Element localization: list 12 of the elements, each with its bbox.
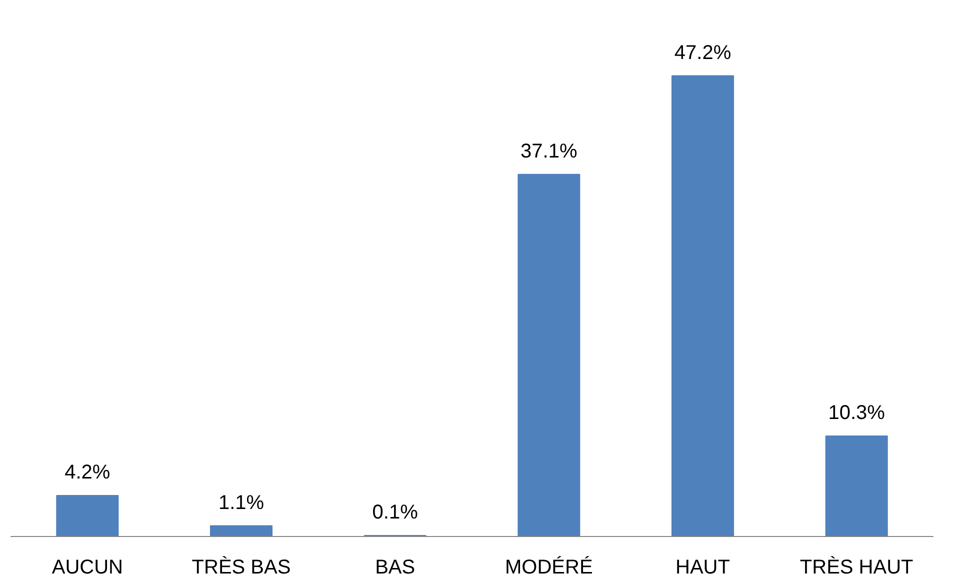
data-label: 1.1% <box>218 492 264 514</box>
x-tick-label: HAUT <box>676 556 730 578</box>
x-tick-label: TRÈS HAUT <box>800 556 914 578</box>
data-label: 47.2% <box>674 42 732 64</box>
data-label: 0.1% <box>372 502 418 524</box>
x-tick-label: MODÉRÉ <box>505 556 593 578</box>
x-tick-label: TRÈS BAS <box>192 556 291 578</box>
x-tick-label: AUCUN <box>52 556 123 578</box>
x-tick-label: BAS <box>375 556 416 578</box>
data-label: 4.2% <box>64 462 110 484</box>
data-label: 10.3% <box>828 402 886 424</box>
data-label: 37.1% <box>520 140 578 162</box>
